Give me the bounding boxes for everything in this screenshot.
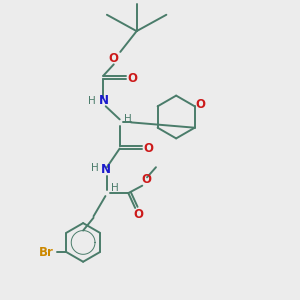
Text: H: H [88, 96, 96, 106]
Text: Br: Br [39, 246, 54, 259]
Text: O: O [143, 142, 154, 155]
Text: O: O [109, 52, 119, 65]
Text: N: N [101, 163, 111, 176]
Text: H: H [111, 183, 119, 193]
Text: O: O [141, 173, 151, 186]
Text: N: N [99, 94, 109, 107]
Text: O: O [127, 72, 137, 85]
Text: O: O [133, 208, 143, 221]
Text: H: H [124, 114, 132, 124]
Text: O: O [196, 98, 206, 111]
Text: H: H [91, 164, 99, 173]
